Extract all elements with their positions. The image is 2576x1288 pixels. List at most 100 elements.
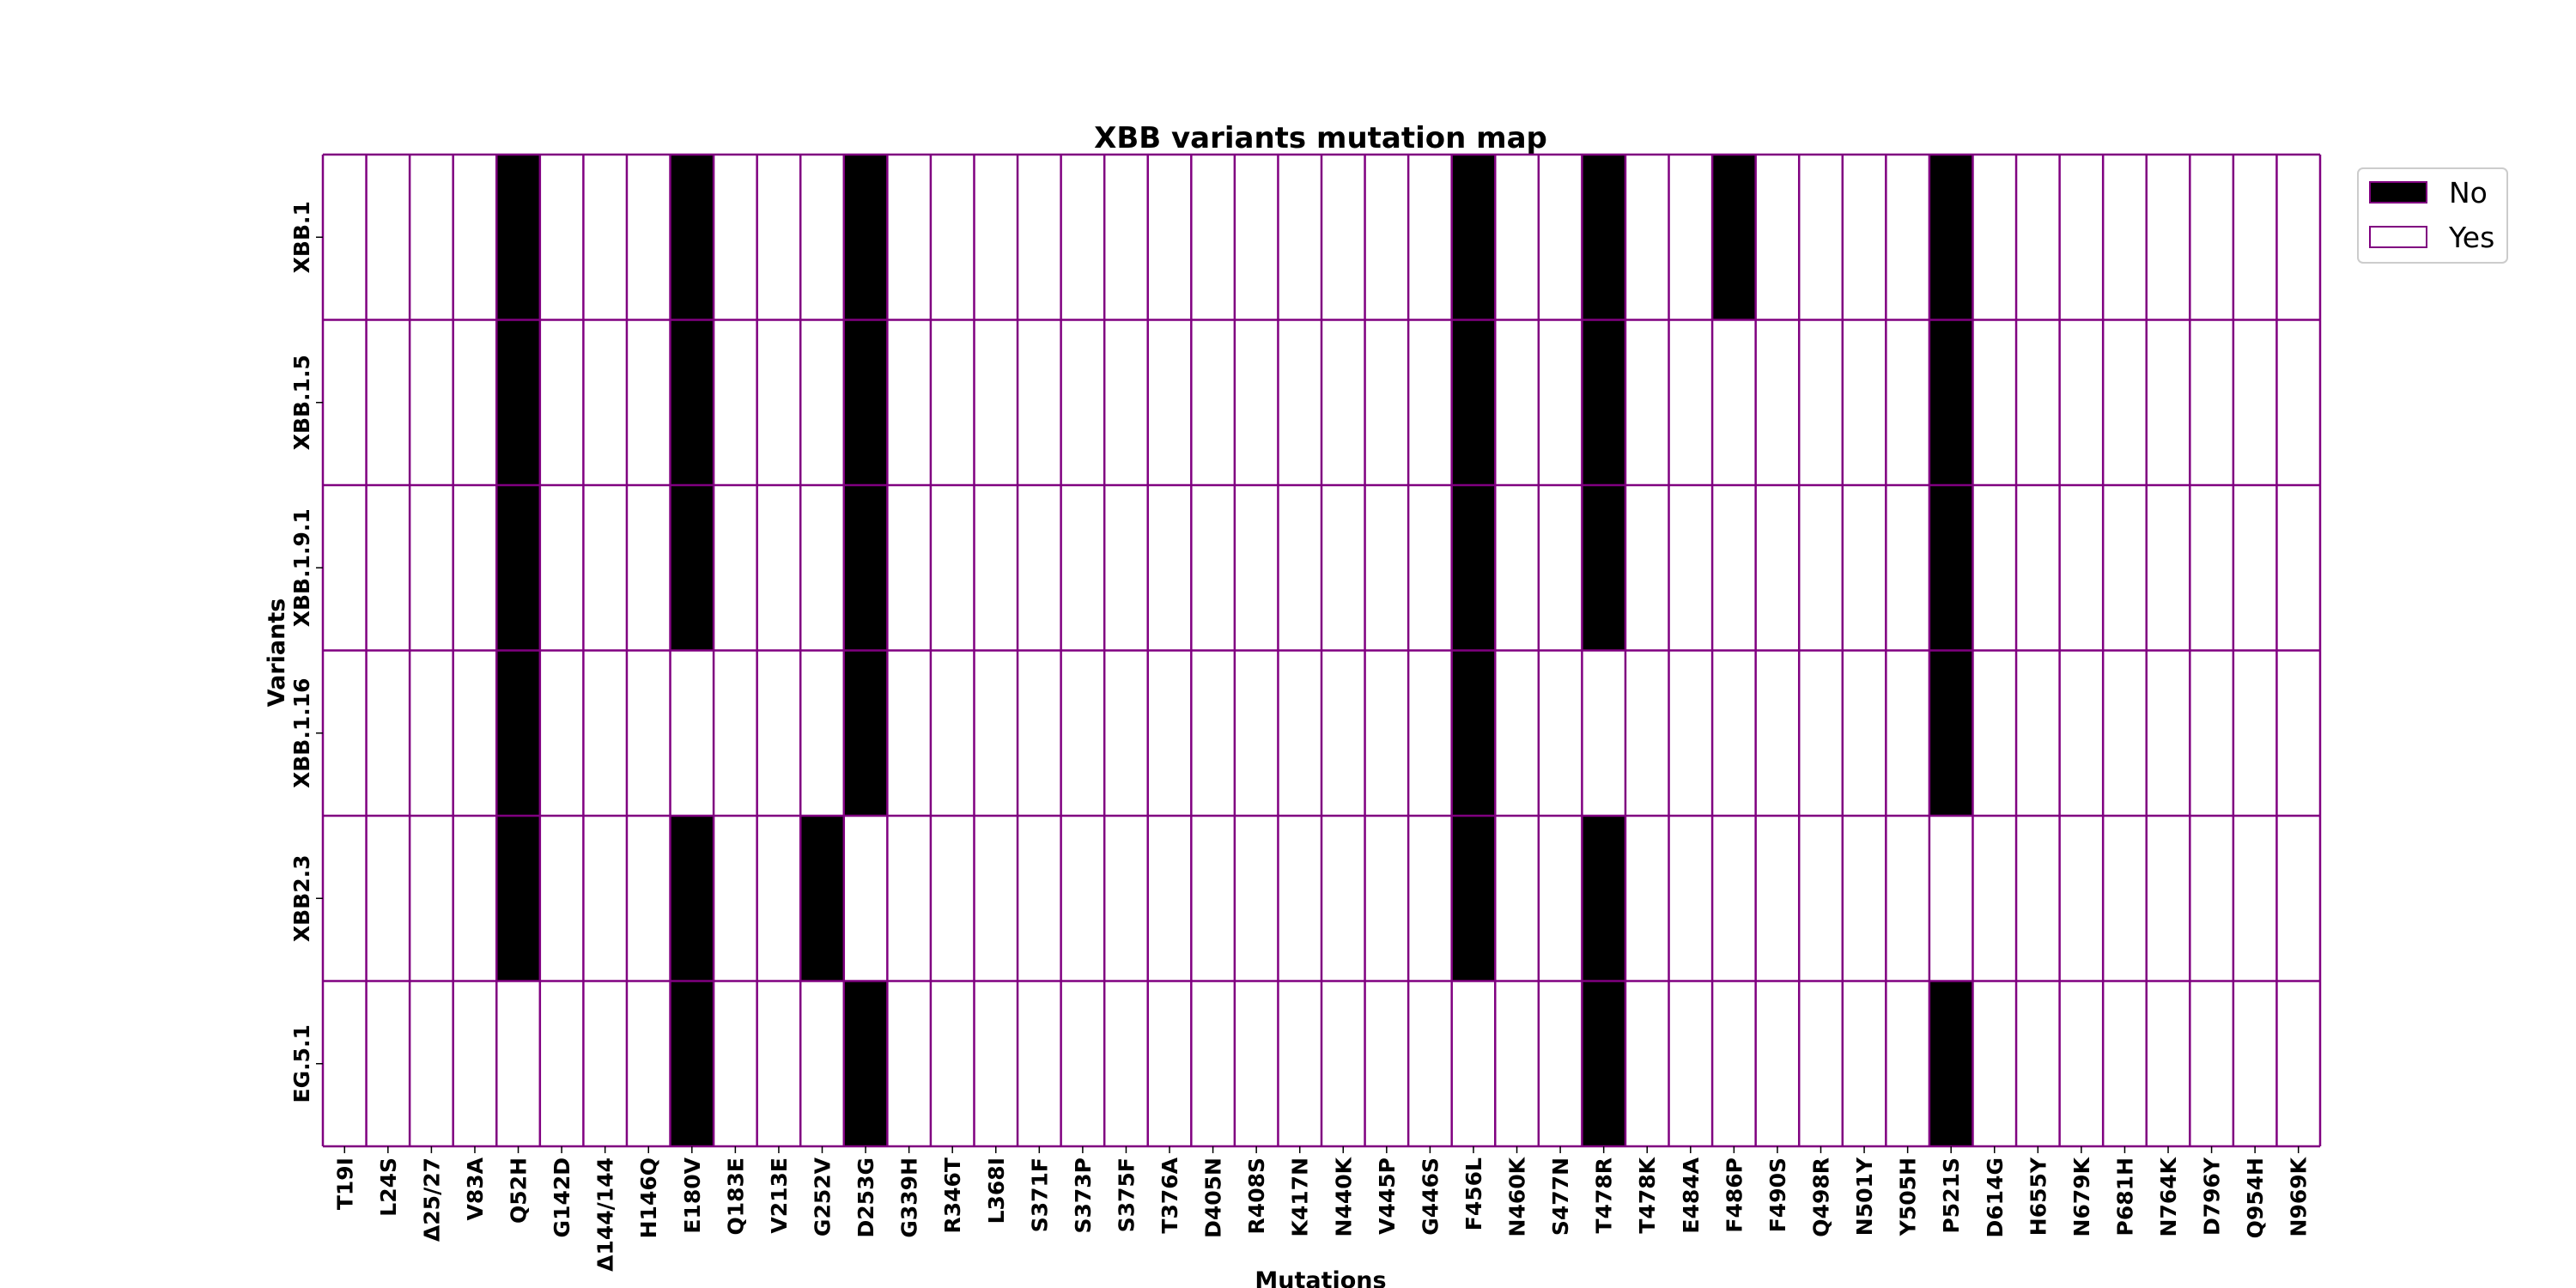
heatmap-cell [1451,650,1496,816]
legend: No Yes [2357,167,2508,264]
heatmap-cell [410,981,453,1146]
heatmap-cell [887,485,931,651]
heatmap-cell [583,650,627,816]
heatmap-cell [843,650,888,816]
x-tick-label: T478R [1592,1157,1617,1234]
y-tick-labels: XBB.1 XBB.1.5 XBB.1.9.1 XBB.1.16 XBB2.3 EG.5.… [289,201,323,1103]
heatmap-cell [1278,155,1321,320]
heatmap-cell [323,816,367,981]
heatmap-cell [1712,319,1756,485]
heatmap-cell [2233,981,2277,1146]
heatmap-cell [843,155,888,320]
x-tick-label: Q183E [723,1157,748,1236]
x-tick-label: F456L [1461,1157,1486,1230]
heatmap-cell [1929,155,1973,320]
x-tick-label: G446S [1418,1157,1443,1236]
heatmap-cell [800,816,844,981]
heatmap-cell [1625,650,1669,816]
heatmap-cell [714,981,757,1146]
heatmap-cell [1842,816,1886,981]
heatmap-cell [714,650,757,816]
heatmap-cell [539,319,584,485]
heatmap-cell [453,155,497,320]
heatmap-cell [2103,319,2147,485]
heatmap-cell [1191,155,1235,320]
heatmap-cell [2190,981,2233,1146]
heatmap-cell [1929,650,1973,816]
heatmap-cell [1408,650,1452,816]
heatmap-cell [1147,816,1192,981]
heatmap-cell [2233,155,2277,320]
x-tick-label: G339H [897,1157,922,1238]
heatmap-cell [800,650,844,816]
x-tick-label: S371F [1027,1157,1052,1232]
x-tick-label: V83A [463,1157,488,1220]
heatmap-cell [1582,155,1625,320]
heatmap-cell [670,816,714,981]
heatmap-cell [714,319,757,485]
x-tick-label: R408S [1244,1157,1269,1234]
heatmap-cell [626,816,671,981]
heatmap-cell [2146,319,2190,485]
heatmap-cell [583,319,627,485]
heatmap-cell [887,650,931,816]
heatmap-cell [1886,816,1929,981]
x-tick-label: S373P [1071,1157,1096,1234]
heatmap-cell [843,485,888,651]
heatmap-cell [670,650,714,816]
heatmap-cell [323,155,367,320]
heatmap-cell [1191,816,1235,981]
heatmap-cell [1972,981,2017,1146]
x-tick-label: V213E [767,1157,792,1234]
heatmap-cell [2059,155,2104,320]
heatmap-cell [2233,650,2277,816]
heatmap-cell [2233,816,2277,981]
heatmap-cell [1886,319,1929,485]
heatmap-cell [756,981,801,1146]
heatmap-cell [1799,650,1843,816]
heatmap-cell [2016,155,2060,320]
heatmap-cell [2190,155,2233,320]
heatmap-cell [1408,319,1452,485]
heatmap-cell [2276,650,2320,816]
x-tick-label: G252V [811,1157,835,1236]
heatmap-cell [1321,816,1365,981]
heatmap-cell [1408,485,1452,651]
legend-swatch-yes [2369,226,2427,248]
heatmap-cell [1234,650,1279,816]
heatmap-cell [496,485,540,651]
x-tick-label: K417N [1288,1157,1313,1236]
heatmap-cell [410,155,453,320]
y-tick-label: EG.5.1 [289,1024,314,1103]
heatmap-cell [2190,485,2233,651]
heatmap-cell [1972,650,2017,816]
heatmap-cell [1972,485,2017,651]
heatmap-cell [1625,816,1669,981]
heatmap-cell [1104,319,1148,485]
heatmap-cell [1364,981,1409,1146]
heatmap-cell [1799,485,1843,651]
heatmap-cell [1278,485,1321,651]
x-axis-label: Mutations [1255,1267,1386,1288]
y-tick-label: XBB.1.16 [289,677,314,788]
heatmap-cell [974,981,1018,1146]
heatmap-cell [1538,981,1583,1146]
heatmap-cell [1191,650,1235,816]
heatmap-cell [1147,650,1192,816]
heatmap-cell [1451,816,1496,981]
x-tick-label: E180V [680,1157,705,1233]
y-tick-label: XBB.1.9.1 [289,508,314,627]
legend-label-yes: Yes [2448,221,2494,254]
heatmap-cell [366,816,410,981]
heatmap-cell [930,650,975,816]
heatmap-cell [1668,816,1713,981]
x-tick-labels: T19I L24S Δ25/27 V83A Q52H G142D Δ144/144 H146Q… [332,1146,2312,1272]
x-tick-label: N969K [2287,1156,2312,1236]
heatmap-cell [756,155,801,320]
heatmap-cell [410,319,453,485]
heatmap-cell [974,816,1018,981]
heatmap-cell [1972,319,2017,485]
heatmap-cell [1538,485,1583,651]
heatmap-cell [1060,650,1105,816]
x-tick-label: N501Y [1852,1157,1877,1236]
